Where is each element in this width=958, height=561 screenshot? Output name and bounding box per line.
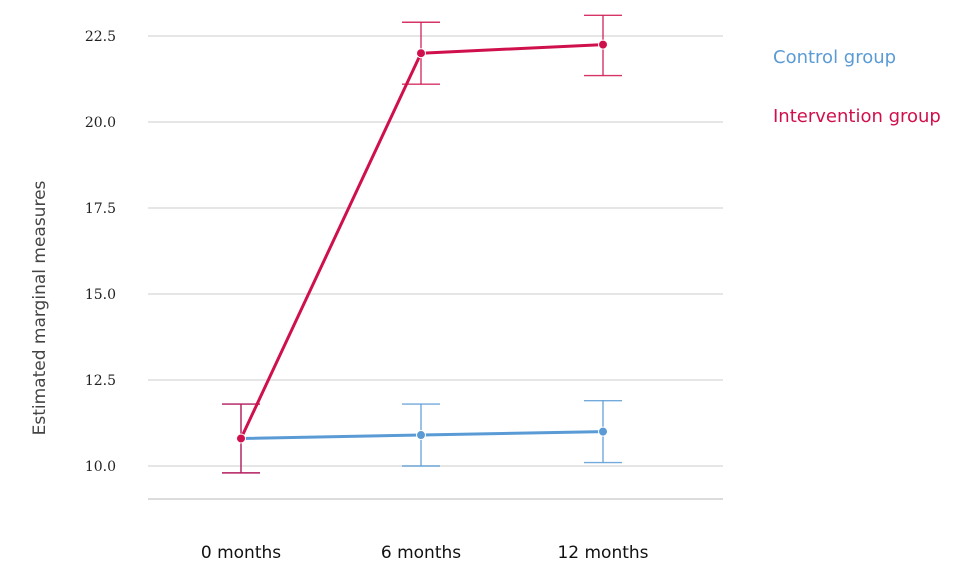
legend-entry: Control group <box>773 47 896 68</box>
y-tick-label: 15.0 <box>85 287 116 303</box>
legend-entry: Intervention group <box>773 106 941 127</box>
data-point <box>416 48 426 59</box>
series-1 <box>222 14 622 474</box>
data-point <box>598 426 608 437</box>
y-tick-label: 10.0 <box>85 459 116 475</box>
data-point <box>598 39 608 50</box>
y-tick-label: 17.5 <box>85 201 116 217</box>
y-tick-label: 22.5 <box>85 29 116 45</box>
x-tick-label: 6 months <box>381 543 461 561</box>
x-tick-label: 12 months <box>557 543 648 561</box>
y-axis-title: Estimated marginal measures <box>30 180 50 435</box>
series-line <box>239 43 604 440</box>
y-tick-label: 20.0 <box>85 115 116 131</box>
y-tick-labels: 10.0 12.5 15.0 17.5 20.0 22.5 <box>85 29 116 475</box>
data-point <box>416 430 426 441</box>
series-group <box>222 14 622 474</box>
series-0 <box>222 399 622 474</box>
x-tick-labels: 0 months 6 months 12 months <box>201 543 649 561</box>
x-tick-label: 0 months <box>201 543 281 561</box>
y-tick-label: 12.5 <box>85 373 116 389</box>
data-point <box>236 433 246 444</box>
gridlines <box>148 35 723 467</box>
legend: Control group Intervention group <box>773 47 941 127</box>
